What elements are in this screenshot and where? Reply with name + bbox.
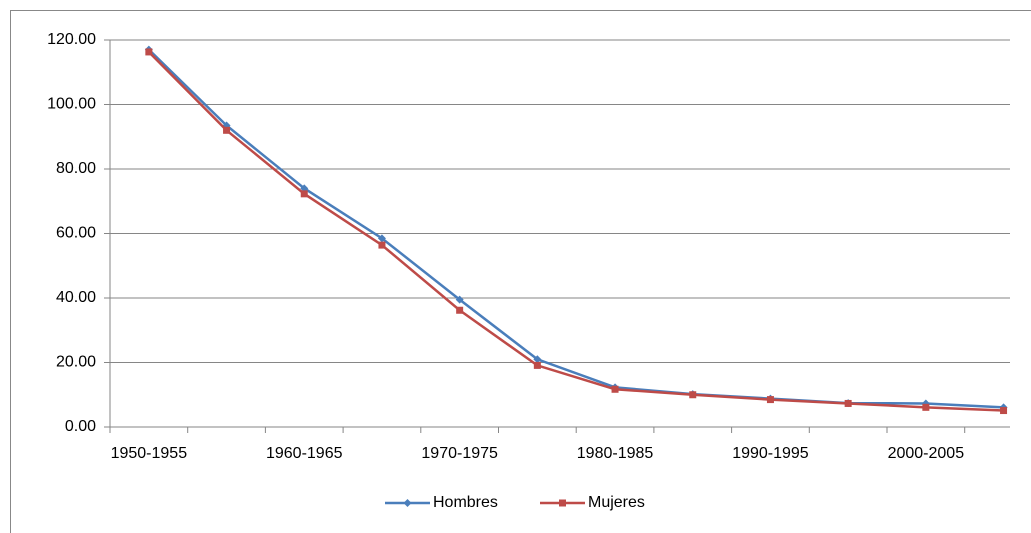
- point: [844, 399, 852, 407]
- series-line: [147, 48, 1004, 409]
- point: [378, 241, 386, 249]
- point: [1000, 407, 1008, 415]
- y-tick-label: 120.00: [47, 31, 96, 48]
- x-tick-label: 2000-2005: [888, 445, 965, 462]
- point: [689, 391, 697, 399]
- y-tick-label: 100.00: [47, 96, 96, 113]
- point: [300, 190, 308, 198]
- point: [766, 396, 774, 404]
- x-tick-label: 1950-1955: [111, 445, 188, 462]
- legend-label: Mujeres: [588, 494, 645, 511]
- y-tick-label: 60.00: [56, 225, 96, 242]
- y-tick-label: 20.00: [56, 354, 96, 371]
- y-tick-label: 40.00: [56, 289, 96, 306]
- legend-label: Hombres: [433, 494, 498, 511]
- point: [455, 295, 464, 304]
- point: [377, 234, 386, 243]
- point: [145, 48, 153, 56]
- point: [611, 385, 619, 393]
- x-tick-label: 1960-1965: [266, 445, 343, 462]
- point: [922, 403, 930, 411]
- y-tick-label: 0.00: [65, 418, 96, 435]
- point: [223, 126, 231, 134]
- point: [456, 306, 464, 314]
- y-tick-label: 80.00: [56, 160, 96, 177]
- chart-frame: [10, 10, 1031, 533]
- point: [533, 355, 542, 364]
- x-tick-label: 1980-1985: [577, 445, 654, 462]
- point: [533, 361, 541, 369]
- point: [403, 499, 412, 507]
- x-tick-label: 1990-1995: [732, 445, 809, 462]
- point: [559, 499, 566, 507]
- series-line: [147, 51, 1004, 412]
- x-tick-label: 1970-1975: [421, 445, 498, 462]
